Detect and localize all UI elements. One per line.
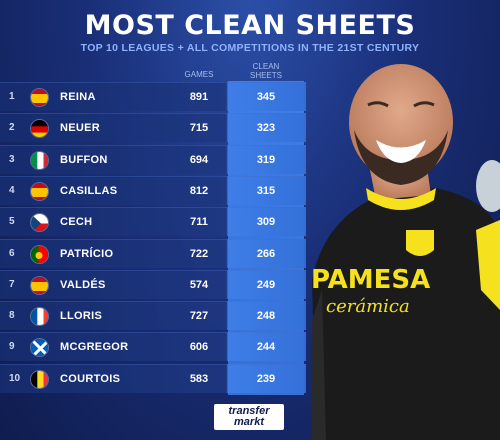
table-row: 6 PATRÍCIO 722 266 bbox=[0, 238, 306, 268]
spain-flag-icon bbox=[30, 88, 49, 107]
games-value: 711 bbox=[190, 216, 208, 229]
table-row: 3 BUFFON 694 319 bbox=[0, 144, 306, 174]
player-name: REINA bbox=[60, 91, 96, 103]
italy-flag-icon bbox=[30, 150, 49, 170]
player-name: PATRÍCIO bbox=[60, 247, 114, 260]
rank-number: 10 bbox=[9, 372, 21, 384]
rank-number: 4 bbox=[9, 184, 15, 196]
clean-sheets-value: 345 bbox=[256, 91, 276, 103]
player-name: VALDÉS bbox=[60, 278, 106, 291]
table-row: 10 COURTOIS 583 239 bbox=[0, 363, 306, 393]
player-name: COURTOIS bbox=[60, 372, 121, 385]
games-value: 606 bbox=[189, 341, 209, 354]
czech-flag-icon bbox=[30, 213, 49, 233]
page-subtitle: TOP 10 LEAGUES + ALL COMPETITIONS IN THE… bbox=[80, 42, 420, 54]
table-row: 1 REINA 891 345 bbox=[0, 82, 306, 111]
sponsor-text-line1: PAMESA bbox=[311, 265, 430, 295]
games-value: 722 bbox=[189, 247, 209, 260]
player-name: MCGREGOR bbox=[60, 341, 129, 354]
clean-sheets-value: 309 bbox=[256, 216, 276, 229]
logo-line2: markt bbox=[234, 416, 264, 428]
clean-sheets-value: 248 bbox=[256, 310, 276, 323]
clean-sheets-value: 249 bbox=[256, 278, 276, 291]
page-title: MOST CLEAN SHEETS bbox=[84, 10, 416, 41]
games-value: 727 bbox=[189, 310, 209, 323]
rank-number: 1 bbox=[9, 91, 15, 102]
games-value: 891 bbox=[189, 91, 209, 103]
games-value: 812 bbox=[189, 184, 209, 197]
rank-number: 3 bbox=[9, 153, 15, 165]
table-row: 4 CASILLAS 812 315 bbox=[0, 175, 306, 205]
player-name: CECH bbox=[60, 216, 93, 229]
rank-number: 2 bbox=[9, 122, 15, 134]
games-value: 715 bbox=[189, 122, 209, 135]
goalkeeper-illustration: PAMESA cerámica bbox=[311, 64, 500, 440]
logo-line1: transfer bbox=[228, 405, 270, 417]
clean-sheets-value: 323 bbox=[256, 122, 276, 135]
games-value: 574 bbox=[189, 278, 209, 291]
clean-sheets-value: 266 bbox=[256, 247, 276, 260]
rank-number: 7 bbox=[9, 278, 15, 290]
player-photo: PAMESA cerámica bbox=[306, 60, 500, 440]
scotland-flag-icon bbox=[30, 338, 49, 358]
table-row: 7 VALDÉS 574 249 bbox=[0, 269, 306, 299]
player-name: CASILLAS bbox=[60, 184, 118, 197]
clean-sheets-header-line2: SHEETS bbox=[249, 71, 282, 80]
clean-sheets-column-header: CLEAN SHEETS bbox=[228, 62, 304, 80]
portugal-flag-icon bbox=[30, 244, 49, 264]
rank-number: 5 bbox=[9, 216, 15, 228]
table-row: 2 NEUER 715 323 bbox=[0, 113, 306, 143]
games-column-header: GAMES bbox=[184, 70, 214, 79]
clean-sheets-value: 319 bbox=[256, 153, 276, 166]
rank-number: 6 bbox=[9, 247, 15, 259]
rank-number: 9 bbox=[9, 341, 15, 353]
table-row: 9 MCGREGOR 606 244 bbox=[0, 332, 306, 362]
player-name: BUFFON bbox=[60, 153, 108, 166]
clean-sheets-value: 239 bbox=[256, 372, 276, 385]
rank-number: 8 bbox=[9, 310, 15, 322]
player-name: LLORIS bbox=[60, 310, 103, 323]
spain-flag-icon bbox=[30, 275, 49, 295]
clean-sheets-value: 315 bbox=[256, 184, 276, 197]
table-row: 5 CECH 711 309 bbox=[0, 207, 306, 237]
table-row: 8 LLORIS 727 248 bbox=[0, 301, 306, 331]
games-value: 694 bbox=[189, 153, 209, 166]
transfermarkt-logo: transfer markt bbox=[214, 404, 284, 430]
spain-flag-icon bbox=[30, 181, 49, 201]
clean-sheets-value: 244 bbox=[256, 341, 276, 354]
games-value: 583 bbox=[189, 372, 209, 385]
player-name: NEUER bbox=[60, 122, 101, 135]
clean-sheets-header-line1: CLEAN bbox=[252, 62, 280, 71]
belgium-flag-icon bbox=[30, 369, 49, 389]
germany-flag-icon bbox=[30, 119, 49, 139]
france-flag-icon bbox=[30, 307, 49, 327]
sponsor-text-line2: cerámica bbox=[326, 296, 410, 317]
